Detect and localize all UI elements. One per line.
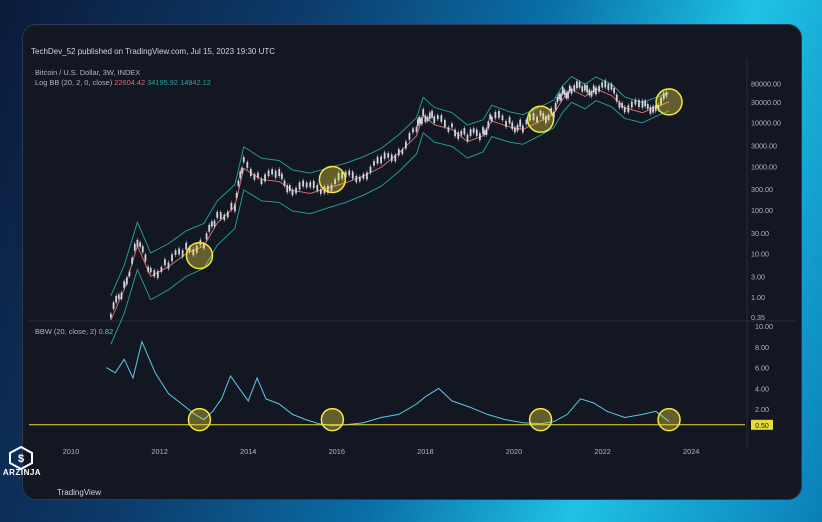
x-tick-label: 2014 (240, 447, 256, 456)
price-tick-label: 100.00 (751, 206, 773, 215)
bb-upper-value: 34195.92 (147, 78, 179, 87)
bbw-tick-label: 2.00 (755, 405, 769, 414)
bbw-highlight-circle (187, 407, 212, 432)
price-highlight-circle (318, 165, 347, 194)
tradingview-watermark: TradingView (57, 488, 102, 497)
price-tick-label: 30000.00 (751, 98, 781, 107)
bbw-highlight-circle (320, 407, 345, 432)
chart-svg[interactable]: 80000.00 30000.00 10000.00 3000.00 1000.00 30… (29, 58, 795, 458)
bbw-tick-label: 10.00 (755, 322, 773, 331)
x-tick-label: 2024 (683, 447, 699, 456)
chart-area: 80000.00 30000.00 10000.00 3000.00 1000.00 30… (29, 58, 795, 458)
bb-lower-line (110, 100, 670, 345)
arzinja-brand: ARZINJA (2, 468, 42, 477)
x-tick-label: 2012 (151, 447, 167, 456)
svg-text:$: $ (18, 453, 24, 465)
bb-name: Log BB (20, 2, 0, close) (35, 78, 113, 87)
bb-basis-line (110, 88, 670, 321)
bbw-highlight-circle (657, 407, 681, 432)
bbw-tick-label: 6.00 (755, 364, 769, 373)
price-tick-label: 1.00 (751, 293, 765, 302)
price-tick-label: 3000.00 (751, 142, 777, 151)
x-tick-label: 2010 (63, 447, 79, 456)
x-tick-label: 2016 (329, 447, 345, 456)
bb-legend: Log BB (20, 2, 0, close) 22604.42 34195.… (35, 78, 211, 87)
bb-basis-value: 22604.42 (114, 78, 146, 87)
price-tick-label: 0.35 (751, 313, 765, 322)
bb-lower-value: 14942.12 (180, 78, 211, 87)
price-highlight-circle (655, 88, 683, 116)
price-tick-label: 30.00 (751, 229, 769, 238)
symbol-label: Bitcoin / U.S. Dollar, 3W, INDEX (35, 68, 141, 77)
price-tick-label: 300.00 (751, 185, 773, 194)
bbw-highlight-circle (528, 407, 553, 432)
price-tick-label: 3.00 (751, 272, 765, 281)
chart-frame: TechDev_52 published on TradingView.com,… (22, 24, 802, 500)
bbw-threshold-badge (751, 419, 773, 430)
bbw-tick-label: 4.00 (755, 384, 769, 393)
bbw-name: BBW (20, close, 2) (35, 327, 97, 336)
bbw-legend: BBW (20, close, 2) 0.82 (35, 327, 113, 336)
price-tick-label: 10000.00 (751, 119, 781, 128)
price-tick-label: 10.00 (751, 250, 769, 259)
arzinja-logo-icon: $ (6, 445, 36, 472)
x-tick-label: 2022 (594, 447, 610, 456)
price-highlight-circle (185, 241, 214, 270)
price-tick-label: 80000.00 (751, 79, 781, 88)
bbw-value: 0.82 (98, 327, 114, 336)
price-tick-label: 1000.00 (751, 162, 777, 171)
published-line: TechDev_52 published on TradingView.com,… (31, 47, 276, 56)
x-tick-label: 2020 (506, 447, 522, 456)
bbw-tick-label: 8.00 (755, 343, 769, 352)
bbw-threshold-label: 0.50 (755, 423, 769, 430)
x-tick-label: 2018 (417, 447, 433, 456)
price-highlight-circle (526, 105, 555, 134)
bb-upper-line (110, 76, 670, 296)
